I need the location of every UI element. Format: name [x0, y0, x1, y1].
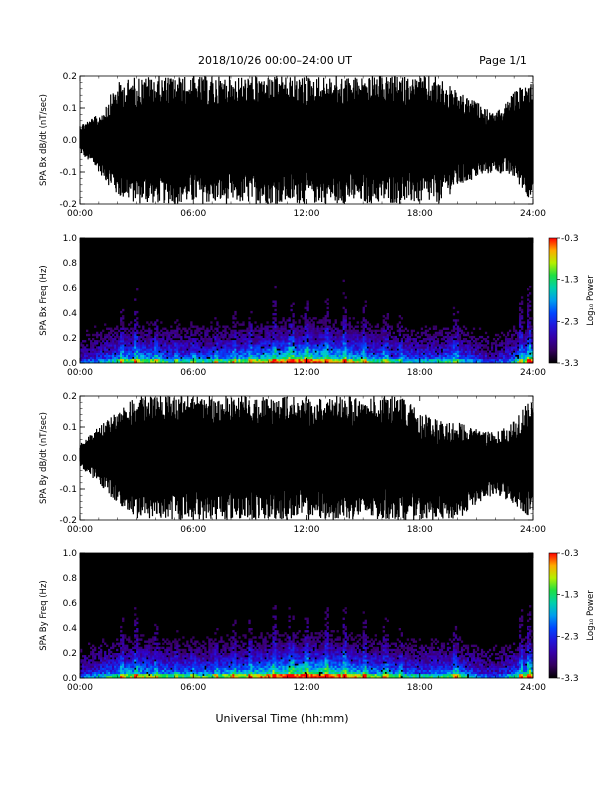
y-tick-label: 1.0: [63, 234, 78, 244]
bx-dbdt-trace: [79, 75, 534, 204]
y-tick-label: 0.2: [63, 392, 77, 402]
bx-spectrogram-ylabel: SPA Bx Freq (Hz): [39, 265, 49, 335]
bx-dbdt-panel: -0.2 -0.1 0.0 0.1 0.2 00:00 06:00 12:00 18:00 24:…: [39, 72, 546, 219]
by-dbdt-panel: -0.2 -0.1 0.0 0.1 0.2 00:00 06:00 12:00 18:00 24:…: [39, 392, 546, 535]
y-tick-label: 0.1: [63, 104, 77, 114]
x-tick-label: 06:00: [180, 683, 206, 693]
y-tick-label: 0.8: [63, 574, 78, 584]
colorbar-tick-label: -0.3: [561, 234, 579, 244]
colorbar-tick-label: -2.3: [561, 632, 579, 642]
colorbar-tick-label: -3.3: [561, 359, 579, 369]
by-spectrogram-ylabel: SPA By Freq (Hz): [39, 580, 49, 650]
x-axis-title: Universal Time (hh:mm): [216, 712, 349, 725]
colorbar-label: Log₁₀ Power: [586, 275, 596, 326]
y-tick-label: 0.0: [63, 454, 78, 464]
y-tick-label: 0.8: [63, 259, 78, 269]
bx-spectrogram-colorbar: [548, 237, 558, 364]
y-tick-label: 0.2: [63, 334, 77, 344]
x-tick-label: 00:00: [67, 209, 93, 219]
y-tick-label: 0.4: [63, 624, 78, 634]
by-spectrogram-panel: -0.3 -1.3 -2.3 -3.3 Log₁₀ Power 0.0 0.2 0.4 0.6 0…: [39, 549, 596, 693]
x-tick-label: 12:00: [294, 209, 320, 219]
y-tick-label: -0.1: [59, 485, 77, 495]
figure-title: 2018/10/26 00:00–24:00 UT: [198, 54, 352, 67]
y-tick-label: 0.2: [63, 649, 77, 659]
y-tick-label: 0.0: [63, 359, 78, 369]
colorbar-label: Log₁₀ Power: [586, 590, 596, 641]
y-tick-label: 0.6: [63, 599, 78, 609]
by-dbdt-ylabel: SPA By dB/dt (nT/sec): [39, 412, 49, 504]
colorbar-tick-label: -1.3: [561, 591, 579, 601]
x-tick-label: 18:00: [407, 683, 433, 693]
y-tick-label: 0.2: [63, 72, 77, 82]
x-tick-label: 06:00: [180, 209, 206, 219]
colorbar-tick-label: -1.3: [561, 276, 579, 286]
y-tick-label: -0.2: [59, 200, 77, 210]
y-tick-label: 0.4: [63, 309, 78, 319]
y-tick-label: 0.1: [63, 423, 77, 433]
bx-spectrogram-panel: -0.3 -1.3 -2.3 -3.3 Log₁₀ Power 0.0 0.2 0.4 0.6 0…: [39, 234, 596, 378]
y-tick-label: 1.0: [63, 549, 78, 559]
panels: -0.2 -0.1 0.0 0.1 0.2 00:00 06:00 12:00 18:00 24:…: [39, 72, 596, 693]
x-tick-label: 00:00: [67, 368, 93, 378]
x-tick-label: 12:00: [294, 525, 320, 535]
x-tick-label: 24:00: [520, 683, 546, 693]
x-tick-label: 24:00: [520, 368, 546, 378]
y-tick-label: 0.6: [63, 284, 78, 294]
page-indicator: Page 1/1: [479, 54, 527, 67]
y-tick-label: 0.0: [63, 674, 78, 684]
x-tick-label: 18:00: [407, 525, 433, 535]
x-tick-label: 18:00: [407, 368, 433, 378]
y-tick-label: -0.1: [59, 168, 77, 178]
x-tick-label: 24:00: [520, 525, 546, 535]
y-tick-label: 0.0: [63, 136, 78, 146]
bx-spectrogram-cells: [80, 279, 534, 364]
y-tick-label: -0.2: [59, 516, 77, 526]
colorbar-tick-label: -2.3: [561, 317, 579, 327]
colorbar-tick-label: -3.3: [561, 674, 579, 684]
by-dbdt-trace: [79, 395, 534, 521]
x-tick-label: 24:00: [520, 209, 546, 219]
x-tick-label: 00:00: [67, 683, 93, 693]
by-spectrogram-cells: [80, 605, 534, 679]
x-tick-label: 06:00: [180, 368, 206, 378]
bx-dbdt-ylabel: SPA Bx dB/dt (nT/sec): [39, 94, 49, 186]
x-tick-label: 06:00: [180, 525, 206, 535]
colorbar-tick-label: -0.3: [561, 549, 579, 559]
by-spectrogram-colorbar: [548, 552, 558, 679]
x-tick-label: 12:00: [294, 368, 320, 378]
x-tick-label: 00:00: [67, 525, 93, 535]
x-tick-label: 18:00: [407, 209, 433, 219]
x-tick-label: 12:00: [294, 683, 320, 693]
